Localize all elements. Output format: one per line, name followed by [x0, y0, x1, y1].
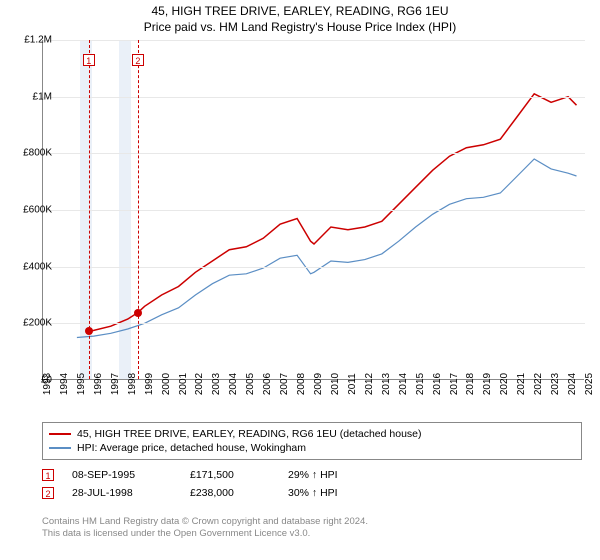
legend-swatch — [49, 433, 71, 435]
sales-hpi-delta: 29% ↑ HPI — [288, 469, 368, 481]
x-axis-label: 2016 — [432, 373, 443, 395]
sale-dot — [134, 309, 142, 317]
gridline — [43, 210, 585, 211]
x-axis-label: 2009 — [313, 373, 324, 395]
x-axis-label: 2005 — [245, 373, 256, 395]
series-price_paid — [89, 94, 577, 332]
x-axis-label: 2021 — [516, 373, 527, 395]
x-axis-label: 2001 — [178, 373, 189, 395]
sales-price: £171,500 — [190, 469, 270, 481]
y-axis-label: £200K — [23, 318, 52, 329]
sales-date: 08-SEP-1995 — [72, 469, 172, 481]
sales-table: 1 08-SEP-1995 £171,500 29% ↑ HPI 2 28-JUL-199… — [42, 466, 368, 502]
x-axis-label: 2023 — [550, 373, 561, 395]
attribution-line: This data is licensed under the Open Gov… — [42, 528, 368, 540]
y-axis-label: £1.2M — [24, 35, 52, 46]
legend-row: HPI: Average price, detached house, Woki… — [49, 441, 575, 455]
gridline — [43, 267, 585, 268]
x-axis-label: 2002 — [194, 373, 205, 395]
x-axis-label: 2012 — [364, 373, 375, 395]
x-axis-label: 2017 — [449, 373, 460, 395]
x-axis-label: 2004 — [228, 373, 239, 395]
x-axis-label: 2018 — [465, 373, 476, 395]
x-axis-label: 1997 — [110, 373, 121, 395]
x-axis-label: 1996 — [93, 373, 104, 395]
x-axis-label: 1994 — [59, 373, 70, 395]
y-axis-label: £600K — [23, 205, 52, 216]
legend: 45, HIGH TREE DRIVE, EARLEY, READING, RG… — [42, 422, 582, 460]
y-axis-label: £400K — [23, 261, 52, 272]
x-axis-label: 2000 — [161, 373, 172, 395]
x-axis-label: 1998 — [127, 373, 138, 395]
x-axis-label: 2006 — [262, 373, 273, 395]
legend-label: HPI: Average price, detached house, Woki… — [77, 442, 306, 454]
x-axis-label: 2025 — [584, 373, 595, 395]
x-axis-label: 2013 — [381, 373, 392, 395]
x-axis-label: 2024 — [567, 373, 578, 395]
sales-row: 1 08-SEP-1995 £171,500 29% ↑ HPI — [42, 466, 368, 484]
chart-subtitle: Price paid vs. HM Land Registry's House … — [0, 20, 600, 34]
sales-hpi-delta: 30% ↑ HPI — [288, 487, 368, 499]
x-axis-label: 1999 — [144, 373, 155, 395]
x-axis-label: 2008 — [296, 373, 307, 395]
sales-date: 28-JUL-1998 — [72, 487, 172, 499]
x-axis-label: 2020 — [499, 373, 510, 395]
sales-price: £238,000 — [190, 487, 270, 499]
sales-marker: 2 — [42, 487, 54, 499]
x-axis-label: 2003 — [211, 373, 222, 395]
x-axis-label: 2014 — [398, 373, 409, 395]
x-axis-label: 2007 — [279, 373, 290, 395]
gridline — [43, 323, 585, 324]
titles: 45, HIGH TREE DRIVE, EARLEY, READING, RG… — [0, 0, 600, 34]
series-hpi — [77, 159, 577, 338]
sales-row: 2 28-JUL-1998 £238,000 30% ↑ HPI — [42, 484, 368, 502]
chart-title: 45, HIGH TREE DRIVE, EARLEY, READING, RG… — [0, 4, 600, 18]
chart-container: 45, HIGH TREE DRIVE, EARLEY, READING, RG… — [0, 0, 600, 560]
x-axis-label: 2010 — [330, 373, 341, 395]
x-axis-label: 2011 — [347, 373, 358, 395]
x-axis-label: 2022 — [533, 373, 544, 395]
x-axis-label: 2019 — [482, 373, 493, 395]
sale-marker-box: 1 — [83, 54, 95, 66]
attribution: Contains HM Land Registry data © Crown c… — [42, 516, 368, 541]
legend-swatch — [49, 447, 71, 449]
sale-vline — [138, 40, 139, 379]
y-axis-label: £0 — [41, 375, 52, 386]
legend-label: 45, HIGH TREE DRIVE, EARLEY, READING, RG… — [77, 428, 422, 440]
gridline — [43, 153, 585, 154]
x-axis-label: 1995 — [76, 373, 87, 395]
gridline — [43, 97, 585, 98]
sale-dot — [85, 327, 93, 335]
y-axis-label: £800K — [23, 148, 52, 159]
sales-marker: 1 — [42, 469, 54, 481]
chart-area: 12 1993199419951996199719981999200020012… — [42, 40, 584, 380]
legend-row: 45, HIGH TREE DRIVE, EARLEY, READING, RG… — [49, 427, 575, 441]
gridline — [43, 40, 585, 41]
sale-marker-box: 2 — [132, 54, 144, 66]
x-axis-label: 2015 — [415, 373, 426, 395]
y-axis-label: £1M — [33, 91, 52, 102]
attribution-line: Contains HM Land Registry data © Crown c… — [42, 516, 368, 528]
plot-area: 12 — [42, 40, 584, 380]
